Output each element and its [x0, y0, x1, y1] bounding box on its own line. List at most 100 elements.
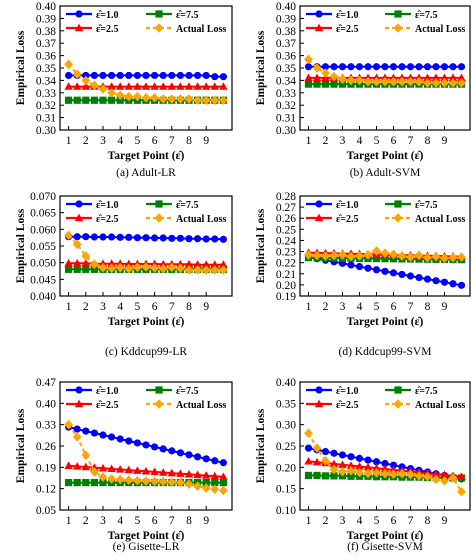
x-tick-label: 3 — [100, 135, 106, 147]
data-point — [372, 63, 381, 71]
data-point — [372, 468, 381, 478]
data-point — [202, 260, 211, 268]
data-point — [380, 248, 390, 259]
data-point — [167, 262, 177, 273]
plot-area — [59, 195, 233, 297]
data-point — [389, 465, 398, 474]
data-point — [448, 73, 458, 82]
data-point — [457, 73, 466, 82]
data-point — [448, 252, 458, 263]
x-tick-label: 8 — [425, 135, 431, 147]
legend-item: ε̂=7.5 — [385, 386, 437, 397]
data-point — [141, 466, 151, 475]
data-point — [210, 471, 219, 480]
legend-item: ε̂=1.0 — [306, 200, 358, 211]
data-point — [219, 485, 228, 496]
legend-label: ε̂=7.5 — [176, 200, 198, 211]
data-point — [176, 469, 185, 477]
legend-label: Actual Loss — [415, 24, 465, 35]
data-point — [73, 478, 81, 487]
legend-label: ε̂=2.5 — [96, 400, 118, 411]
legend-label: ε̂=2.5 — [336, 24, 358, 35]
data-point — [397, 76, 407, 87]
data-point — [99, 71, 107, 80]
data-point — [81, 258, 90, 267]
data-point — [142, 441, 150, 449]
data-point — [389, 469, 398, 479]
y-tick-label: 0.32 — [36, 100, 56, 112]
y-tick-label: 0.065 — [30, 208, 56, 220]
legend-label: ε̂=1.0 — [336, 200, 358, 211]
data-point — [184, 479, 194, 489]
data-point — [440, 73, 449, 82]
data-point — [314, 399, 324, 408]
data-point — [90, 80, 99, 91]
x-tick-label: 9 — [442, 135, 448, 147]
y-tick-label: 0.39 — [276, 13, 296, 25]
data-point — [82, 96, 90, 104]
y-tick-label: 0.33 — [36, 420, 56, 432]
data-point — [159, 234, 167, 242]
legend-item: Actual Loss — [146, 399, 226, 411]
data-point — [440, 278, 449, 286]
data-point — [73, 82, 82, 90]
x-tick-label: 6 — [391, 135, 397, 147]
x-tick-label: 9 — [203, 135, 209, 147]
data-point — [125, 71, 133, 80]
data-point — [194, 453, 202, 461]
chart-panel-3: 0.040 0.045 0.050 0.055 0.060 0.065 0.070 1 2 3 4 5… — [15, 191, 233, 358]
x-tick-label: 8 — [425, 515, 431, 527]
y-tick-label: 0.050 — [30, 258, 56, 270]
data-point — [321, 68, 330, 78]
y-tick-label: 0.19 — [276, 291, 296, 303]
y-tick-label: 0.040 — [30, 291, 56, 303]
data-point — [124, 465, 133, 474]
data-point — [346, 465, 356, 476]
y-tick-label: 0.24 — [276, 235, 296, 247]
data-point — [364, 63, 372, 71]
data-point — [397, 251, 407, 261]
data-point — [168, 234, 176, 242]
series-4 — [64, 59, 228, 106]
data-point — [346, 461, 356, 469]
legend: ε̂=1.0 ε̂=7.5 ε̂=2.5 Actual Loss — [306, 386, 465, 411]
data-point — [330, 63, 338, 71]
x-tick-label: 4 — [357, 301, 363, 313]
y-tick-label: 0.35 — [276, 63, 296, 75]
y-tick-label: 0.34 — [36, 75, 56, 87]
data-point — [116, 82, 125, 90]
data-point — [423, 252, 432, 263]
series-4 — [64, 230, 228, 275]
data-point — [355, 63, 364, 71]
data-point — [312, 63, 322, 73]
data-point — [99, 233, 107, 241]
data-point — [193, 95, 202, 106]
data-point — [355, 462, 364, 470]
y-tick-label: 0.060 — [30, 224, 56, 236]
y-tick-label: 0.36 — [36, 51, 56, 63]
data-point — [312, 457, 322, 466]
data-point — [210, 484, 220, 495]
data-point — [176, 82, 185, 90]
data-point — [355, 251, 364, 261]
data-point — [73, 462, 82, 470]
data-point — [98, 84, 108, 94]
data-point — [219, 260, 228, 268]
data-point — [448, 473, 458, 483]
y-tick-label: 0.39 — [36, 13, 56, 25]
y-axis-label: Empirical Loss — [15, 408, 27, 483]
x-tick-label: 3 — [340, 301, 346, 313]
data-point — [321, 63, 330, 71]
data-point — [393, 399, 403, 409]
data-point — [431, 251, 441, 262]
data-point — [72, 432, 82, 442]
data-point — [75, 386, 83, 394]
data-point — [151, 71, 159, 80]
legend-label: Actual Loss — [415, 214, 465, 225]
data-point — [116, 435, 124, 443]
y-axis-label: Empirical Loss — [255, 208, 267, 283]
data-point — [133, 82, 142, 90]
data-point — [347, 63, 355, 71]
data-point — [394, 386, 402, 394]
x-tick-label: 6 — [391, 515, 397, 527]
